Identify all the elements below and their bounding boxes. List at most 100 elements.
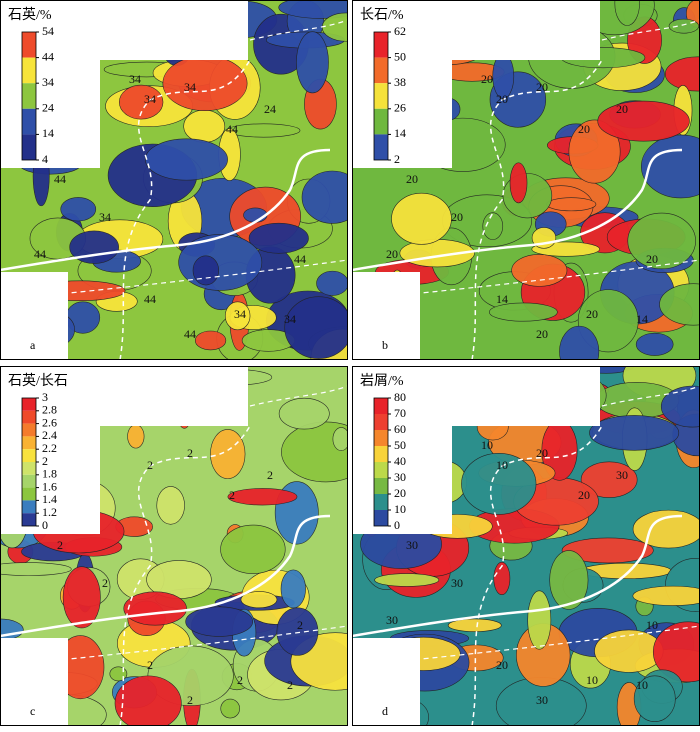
- contour-region: [284, 296, 348, 359]
- legend-swatch: [374, 57, 388, 84]
- contour-label: 10: [586, 673, 598, 687]
- blank-area: [352, 272, 420, 360]
- fault-line: [471, 425, 603, 726]
- legend-frame: [21, 31, 37, 161]
- legend-tick-label: 2.8: [42, 403, 57, 417]
- contour-region: [162, 55, 248, 111]
- legend-swatch: [374, 494, 388, 510]
- legend-swatch: [22, 436, 36, 450]
- contour-region: [278, 0, 348, 19]
- map-panel: 22222222222c石英/长石32.82.62.42.221.81.61.4…: [0, 366, 348, 726]
- blank-area: [0, 272, 68, 360]
- contour-region: [224, 301, 251, 331]
- legend-tick-label: 1.4: [42, 492, 57, 506]
- legend-tick-label: 10: [394, 502, 406, 516]
- contour-label: 34: [144, 92, 156, 106]
- contour-region: [114, 675, 182, 726]
- panel-letter: c: [30, 704, 35, 718]
- contour-label: 34: [284, 312, 296, 326]
- legend-tick-label: 50: [394, 49, 406, 63]
- blank-area: [352, 0, 600, 168]
- contour-region: [119, 84, 164, 120]
- contour-label: 44: [226, 122, 238, 136]
- contour-region: [511, 254, 568, 287]
- legend-tick-label: 60: [394, 422, 406, 436]
- legend-tick-label: 80: [394, 390, 406, 404]
- contour-label: 34: [184, 80, 196, 94]
- legend-tick-label: 62: [394, 24, 406, 38]
- contour-label: 20: [616, 102, 628, 116]
- contour-label: 30: [536, 693, 548, 707]
- contour-region: [278, 397, 330, 430]
- contour-region: [546, 197, 597, 212]
- contour-label: 2: [187, 446, 193, 460]
- blank-area: [352, 366, 600, 534]
- legend-tick-label: 14: [394, 126, 406, 140]
- contour-label: 20: [536, 446, 548, 460]
- legend-tick-label: 2: [42, 454, 48, 468]
- contour-label: 44: [54, 172, 66, 186]
- contour-label: 2: [229, 488, 235, 502]
- legend-swatch: [22, 108, 36, 135]
- legend-swatch: [22, 410, 36, 424]
- contour-region: [69, 230, 119, 264]
- legend-tick-label: 34: [42, 75, 54, 89]
- contour-label: 34: [99, 210, 111, 224]
- map-frame: [0, 366, 348, 726]
- legend-swatch: [374, 462, 388, 478]
- contour-region: [374, 573, 440, 587]
- legend-tick-label: 4: [42, 152, 48, 166]
- legend-tick-label: 24: [42, 101, 54, 115]
- contour-region: [594, 629, 664, 673]
- legend-tick-label: 1.2: [42, 505, 57, 519]
- panel-letter: a: [30, 338, 36, 352]
- blank-area: [0, 0, 248, 168]
- legend-tick-label: 14: [42, 126, 54, 140]
- contour-region: [127, 424, 145, 449]
- legend-swatch: [22, 449, 36, 462]
- legend-swatch: [374, 32, 388, 58]
- contour-label: 20: [451, 210, 463, 224]
- contour-label: 20: [536, 327, 548, 341]
- contour-region: [527, 590, 552, 650]
- contour-region: [659, 283, 700, 326]
- contour-region: [248, 222, 309, 254]
- contour-label: 2: [237, 673, 243, 687]
- legend-swatch: [374, 134, 388, 160]
- legend-title: 岩屑/%: [360, 373, 404, 389]
- contour-label: 20: [386, 247, 398, 261]
- contour-label: 20: [578, 122, 590, 136]
- legend-swatch: [22, 474, 36, 488]
- legend-swatch: [22, 134, 36, 160]
- contour-region: [194, 330, 227, 351]
- contour-label: 44: [34, 247, 46, 261]
- contour-region: [589, 415, 680, 451]
- legend-swatch: [22, 423, 36, 437]
- contour-label: 20: [496, 658, 508, 672]
- contour-label: 20: [646, 252, 658, 266]
- contour-label: 44: [294, 252, 306, 266]
- fault-line: [119, 425, 251, 726]
- map-panel: 10202030302030101010301030d岩屑/%807060504…: [352, 366, 700, 726]
- contour-region: [109, 666, 128, 682]
- contour-region: [509, 162, 528, 204]
- contour-region: [301, 170, 348, 224]
- legend-swatch: [22, 57, 36, 84]
- contour-label: 44: [184, 327, 196, 341]
- contour-region: [614, 0, 640, 26]
- legend-tick-label: 44: [42, 49, 54, 63]
- contour-region: [635, 332, 674, 356]
- legend-tick-label: 38: [394, 75, 406, 89]
- contour-region: [559, 325, 600, 360]
- contour-region: [549, 550, 589, 610]
- contour-region: [185, 606, 254, 637]
- contour-region: [220, 698, 240, 719]
- contour-region: [447, 618, 502, 632]
- contour-region: [660, 385, 700, 428]
- contour-region: [183, 109, 226, 143]
- contour-label: 20: [578, 488, 590, 502]
- legend-swatch: [22, 462, 36, 475]
- legend-tick-label: 2.4: [42, 428, 57, 442]
- contour-label: 2: [287, 678, 293, 692]
